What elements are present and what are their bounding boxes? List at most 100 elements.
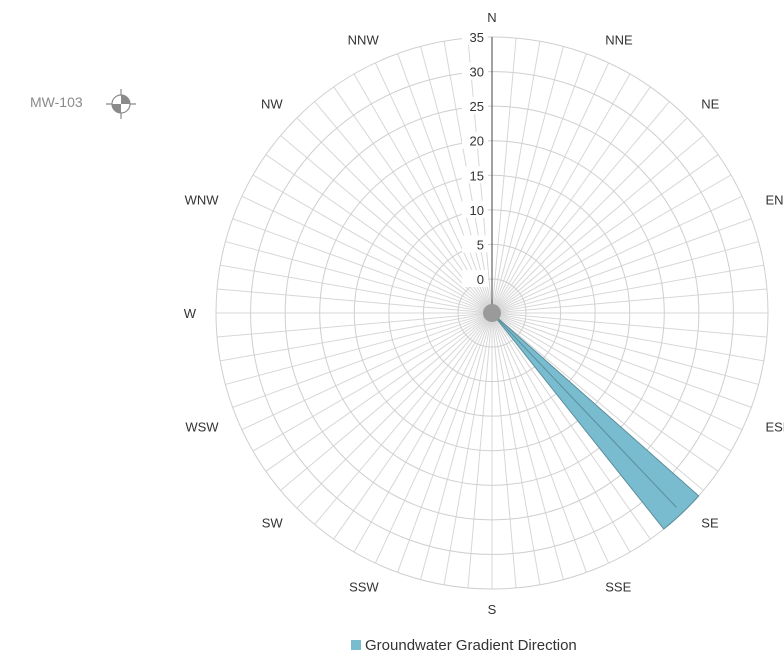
direction-label: WNW <box>185 193 220 208</box>
well-label-text: MW-103 <box>30 94 83 110</box>
grid-spoke <box>497 314 759 385</box>
direction-label: SSW <box>349 579 379 594</box>
grid-spoke <box>497 315 743 431</box>
grid-spoke <box>353 73 490 309</box>
grid-spoke <box>420 318 491 580</box>
radial-tick-label: 35 <box>470 30 484 45</box>
grid-spoke <box>496 135 704 310</box>
direction-label: NNW <box>348 33 380 48</box>
grid-spoke <box>497 218 752 312</box>
grid-spoke <box>492 41 541 308</box>
direction-label: WSW <box>185 419 219 434</box>
grid-spoke <box>492 318 517 588</box>
direction-label: ESE <box>765 419 784 434</box>
radial-tick-label: 15 <box>470 168 484 183</box>
tick-label-bg <box>462 131 488 149</box>
well-icon-layer <box>106 89 136 119</box>
radial-tick-label: 30 <box>470 65 484 80</box>
grid-spoke <box>252 315 488 452</box>
grid-spoke <box>280 316 488 491</box>
series-wedge-line <box>491 312 677 508</box>
grid-spoke <box>220 264 487 313</box>
grid-spoke <box>496 315 732 452</box>
direction-label: S <box>488 602 497 617</box>
chart-legend: Groundwater Gradient Direction <box>351 637 577 654</box>
grid-spoke <box>374 318 490 564</box>
grid-spoke <box>493 318 564 580</box>
grid-spoke <box>496 316 704 491</box>
grid-spoke <box>397 318 491 573</box>
center-point <box>483 304 501 322</box>
grid-spoke <box>496 154 719 310</box>
grid-spoke <box>494 318 610 564</box>
legend-label: Groundwater Gradient Direction <box>365 637 577 654</box>
grid-spoke <box>314 317 489 525</box>
grid-spoke <box>397 53 491 308</box>
tick-label-bg <box>462 270 488 287</box>
radial-tick-label: 20 <box>470 134 484 149</box>
direction-label: NW <box>261 97 283 112</box>
tick-label-bg <box>462 200 488 218</box>
grid-spoke <box>232 314 487 408</box>
tick-label-bg <box>462 28 488 45</box>
grid-spoke <box>493 46 564 308</box>
grid-spoke <box>493 318 587 573</box>
grid-spoke <box>494 73 631 309</box>
direction-label: NNE <box>605 33 633 48</box>
chart-series <box>483 304 700 530</box>
grid-spoke <box>241 315 487 431</box>
grid-spoke <box>495 101 670 309</box>
grid-spoke <box>232 218 487 312</box>
grid-spoke <box>265 154 488 310</box>
tick-label-bg <box>462 62 488 80</box>
chart-labels: 05101520253035NNNENEENEEESESESSESSSWSWWS… <box>184 10 784 617</box>
grid-spoke <box>496 174 732 311</box>
grid-spoke <box>333 317 489 540</box>
direction-label: N <box>487 10 496 25</box>
grid-spoke <box>497 313 764 362</box>
direction-label: SSE <box>605 579 631 594</box>
direction-label: ENE <box>765 193 784 208</box>
grid-spoke <box>280 135 488 310</box>
tick-label-bg <box>462 235 488 253</box>
tick-label-bg <box>462 166 488 184</box>
grid-spoke <box>497 195 743 311</box>
grid-spoke <box>225 241 487 312</box>
grid-spoke <box>497 241 759 312</box>
grid-spoke <box>495 86 651 309</box>
direction-label: SW <box>262 515 284 530</box>
grid-spoke <box>241 195 487 311</box>
radial-tick-label: 10 <box>470 203 484 218</box>
grid-spoke <box>374 62 490 308</box>
grid-spoke <box>495 317 651 540</box>
grid-spoke <box>296 316 489 509</box>
grid-spoke <box>497 264 764 313</box>
grid-spoke <box>494 62 610 308</box>
grid-spoke <box>497 313 767 338</box>
grid-spoke <box>443 318 492 585</box>
direction-label: NE <box>701 97 719 112</box>
grid-spoke <box>217 288 487 313</box>
grid-spoke <box>225 314 487 385</box>
legend-swatch <box>351 640 361 650</box>
grid-spoke <box>492 318 541 585</box>
well-label: MW-103 <box>30 94 83 110</box>
grid-spoke <box>467 318 492 588</box>
grid-spoke <box>252 174 488 311</box>
grid-spoke <box>296 117 489 310</box>
grid-spoke <box>497 314 752 408</box>
grid-spoke <box>420 46 491 308</box>
radial-tick-label: 0 <box>477 272 484 287</box>
grid-spoke <box>353 317 490 553</box>
grid-spoke <box>494 317 631 553</box>
grid-spoke <box>497 288 767 313</box>
radial-tick-label: 5 <box>477 237 484 252</box>
radial-tick-label: 25 <box>470 99 484 114</box>
grid-spoke <box>314 101 489 309</box>
grid-spoke <box>492 38 517 308</box>
direction-label: W <box>184 306 197 321</box>
crosshair-well-icon <box>106 89 136 119</box>
tick-label-bg <box>462 97 488 115</box>
grid-spoke <box>265 316 488 472</box>
